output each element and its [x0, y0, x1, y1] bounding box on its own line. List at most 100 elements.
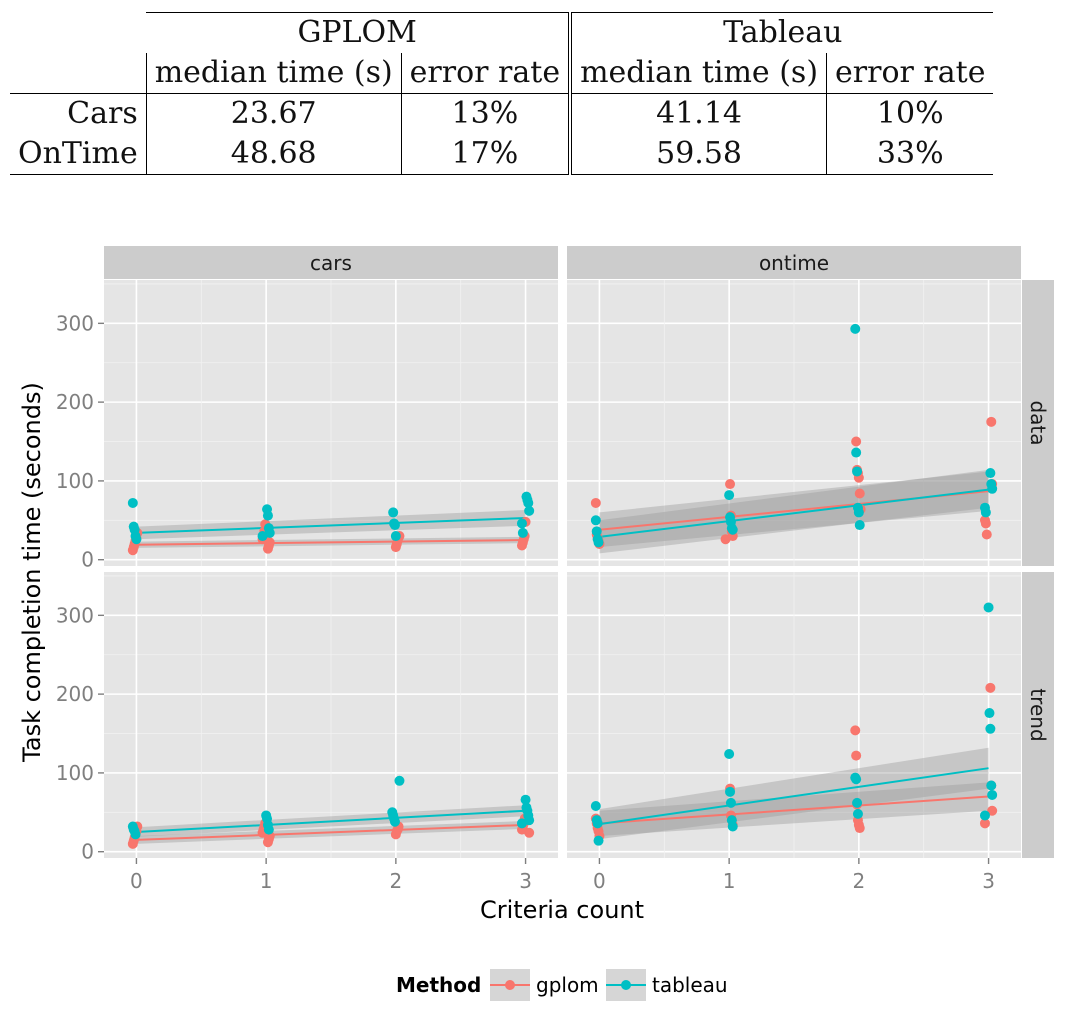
row-label-ontime: OnTime — [10, 134, 147, 175]
fit-line-gplom — [599, 795, 989, 825]
fit-line-gplom — [136, 823, 526, 841]
data-point-gplom — [987, 805, 998, 816]
data-point-tableau — [257, 531, 268, 542]
y-tick-label: 300 — [56, 603, 94, 627]
table-column-header-row: median time (s) error rate median time (… — [10, 53, 994, 94]
cell-cars-gplom-time: 23.67 — [146, 93, 402, 134]
facet-strip-cars — [104, 246, 558, 279]
data-point-tableau — [983, 602, 994, 613]
data-point-tableau — [127, 497, 138, 508]
data-point-tableau — [727, 524, 738, 535]
data-point-tableau — [850, 323, 861, 334]
facet-label-cars: cars — [310, 251, 352, 275]
cell-cars-tableau-time: 41.14 — [570, 93, 828, 134]
data-point-tableau — [524, 505, 535, 516]
fit-line-gplom — [136, 539, 526, 546]
data-point-tableau — [131, 534, 142, 545]
data-point-tableau — [852, 797, 863, 808]
facet-strip-trend — [1022, 572, 1054, 858]
panel-ontime-trend — [567, 572, 1021, 858]
legend-label-gplom: gplom — [536, 973, 599, 997]
data-point-tableau — [852, 808, 863, 819]
data-point-tableau — [389, 520, 400, 531]
data-point-tableau — [517, 527, 528, 538]
data-point-tableau — [987, 483, 998, 494]
column-header-tableau-error: error rate — [826, 53, 994, 94]
data-point-tableau — [987, 789, 998, 800]
column-header-gplom-error: error rate — [401, 53, 573, 94]
column-header-gplom-time: median time (s) — [146, 53, 402, 94]
data-point-tableau — [593, 537, 604, 548]
y-tick-label: 100 — [56, 469, 94, 493]
data-point-tableau — [388, 507, 399, 518]
cell-ontime-gplom-time: 48.68 — [146, 134, 402, 175]
panel-cars-data — [104, 280, 558, 566]
data-point-tableau — [520, 794, 531, 805]
y-tick-label: 200 — [56, 682, 94, 706]
facet-strip-data — [1022, 280, 1054, 566]
data-point-gplom — [981, 529, 992, 540]
table-row: Cars 23.67 13% 41.14 10% — [10, 93, 993, 134]
y-tick-label: 100 — [56, 761, 94, 785]
fit-line-tableau — [136, 516, 526, 534]
facet-label-trend: trend — [1026, 688, 1050, 741]
x-tick-label: 1 — [260, 869, 273, 893]
y-axis-title: Task completion time (seconds) — [18, 382, 46, 763]
group-header-tableau: Tableau — [570, 12, 994, 53]
data-point-tableau — [853, 507, 864, 518]
facet-label-ontime: ontime — [759, 251, 829, 275]
x-tick-label: 2 — [852, 869, 865, 893]
data-point-gplom — [590, 497, 601, 508]
data-point-tableau — [851, 447, 862, 458]
legend-title: Method — [396, 973, 481, 997]
cell-cars-gplom-error: 13% — [401, 93, 573, 134]
cell-cars-tableau-error: 10% — [876, 96, 944, 131]
cell-ontime-gplom-error: 17% — [401, 134, 573, 175]
data-point-tableau — [390, 531, 401, 542]
column-header-tableau-time: median time (s) — [570, 53, 828, 94]
data-point-gplom — [850, 725, 861, 736]
data-point-tableau — [516, 818, 527, 829]
cell-ontime-tableau-error: 33% — [826, 134, 994, 175]
data-point-tableau — [590, 801, 601, 811]
x-tick-label: 3 — [982, 869, 995, 893]
data-point-gplom — [851, 750, 862, 761]
legend-key-point-tableau — [621, 980, 631, 990]
data-point-tableau — [985, 468, 996, 479]
data-point-tableau — [130, 829, 141, 840]
fit-line-tableau — [599, 488, 989, 538]
row-label-cars: Cars — [10, 93, 147, 134]
confidence-band-gplom — [599, 471, 989, 548]
data-point-tableau — [724, 490, 735, 501]
data-point-tableau — [724, 749, 735, 759]
data-point-tableau — [985, 723, 996, 734]
data-point-tableau — [851, 774, 862, 785]
x-tick-label: 1 — [723, 869, 736, 893]
y-tick-label: 0 — [81, 548, 94, 572]
data-point-tableau — [523, 497, 534, 508]
data-point-tableau — [725, 786, 736, 797]
y-tick-label: 200 — [56, 390, 94, 414]
data-point-tableau — [727, 821, 738, 832]
confidence-band-tableau — [599, 469, 989, 554]
data-point-tableau — [591, 526, 602, 537]
data-point-tableau — [984, 708, 995, 719]
data-point-gplom — [980, 518, 991, 529]
x-tick-label: 0 — [593, 869, 606, 893]
panel-ontime-data — [567, 280, 1021, 566]
legend-key-point-gplom — [505, 980, 515, 990]
data-point-tableau — [979, 810, 990, 821]
x-tick-label: 0 — [130, 869, 143, 893]
table-corner-sub — [10, 53, 147, 94]
fit-line-tableau — [599, 767, 989, 826]
cell-ontime-tableau-time: 59.58 — [570, 134, 828, 175]
legend-keys — [490, 969, 646, 1001]
data-point-gplom — [985, 682, 996, 693]
summary-table: GPLOM Tableau median time (s) error rate… — [10, 12, 994, 175]
facet-label-data: data — [1026, 400, 1050, 445]
data-point-gplom — [720, 534, 731, 545]
legend: Method gplom tableau — [396, 969, 728, 1001]
data-point-gplom — [979, 818, 990, 829]
data-point-tableau — [725, 797, 736, 808]
